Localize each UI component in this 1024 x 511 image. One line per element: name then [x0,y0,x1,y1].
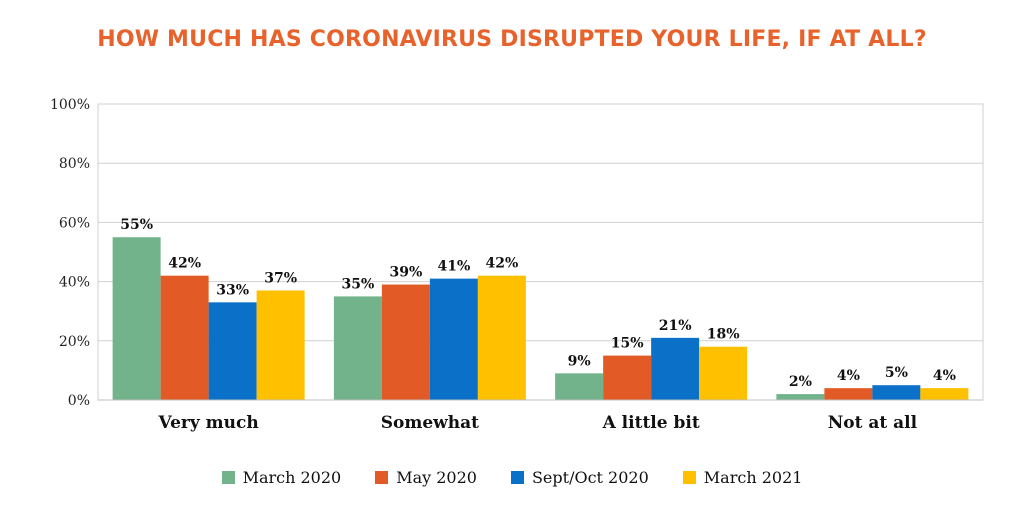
legend-label: March 2020 [242,468,342,487]
x-category-label: A little bit [602,413,700,433]
bar [381,284,430,400]
y-tick-label: 80% [59,156,90,172]
x-category-label: Not at all [828,413,918,433]
data-label: 39% [389,265,422,281]
data-label: 35% [341,276,374,292]
legend-swatch [682,471,696,484]
y-tick-label: 0% [68,393,90,409]
data-label: 42% [485,256,518,272]
data-label: 41% [437,259,470,275]
data-label: 37% [264,270,297,286]
bar [333,296,382,400]
legend-item: Sept/Oct 2020 [510,468,649,487]
bars [112,237,969,400]
legend-label: May 2020 [396,468,477,487]
bar [208,302,257,400]
legend-item: March 2021 [682,468,803,487]
data-label: 4% [837,368,860,384]
data-label: 2% [789,374,812,390]
bar [824,388,873,400]
bar [920,388,969,400]
bar [872,385,921,400]
legend-label: Sept/Oct 2020 [531,468,649,487]
legend-label: March 2021 [703,468,803,487]
bar [651,337,700,400]
data-label: 5% [885,365,908,381]
data-label: 15% [611,336,644,352]
y-tick-label: 40% [59,275,90,291]
data-label: 55% [120,217,153,233]
legend-swatch [510,471,524,484]
chart-title: HOW MUCH HAS CORONAVIRUS DISRUPTED YOUR … [97,27,927,52]
y-tick-label: 100% [50,97,90,113]
bar-chart: 0% 20% 40% 60% 80% 100% 55% 42% 33% 37% 35% 39% 41%… [50,97,984,433]
bar [555,373,604,400]
data-label: 18% [707,327,740,343]
bar [776,394,825,400]
data-labels: 55% 42% 33% 37% 35% 39% 41% 42% 9% 15% 21% 18% 2% 4% 5… [120,217,956,390]
data-label: 42% [168,256,201,272]
chart-legend: March 2020 May 2020 Sept/Oct 2020 March 202… [0,468,1024,487]
data-label: 33% [216,282,249,298]
bar [477,275,526,400]
y-tick-label: 20% [59,334,90,350]
bar [112,237,161,400]
legend-item: May 2020 [375,468,477,487]
bar [603,355,652,400]
x-category-label: Very much [157,413,258,433]
bar [160,275,209,400]
data-label: 9% [568,353,591,369]
legend-swatch [375,471,389,484]
data-label: 4% [933,368,956,384]
x-category-label: Somewhat [381,413,479,433]
bar [256,290,305,400]
y-tick-label: 60% [59,215,90,231]
bar [429,278,478,400]
legend-swatch [221,471,235,484]
x-axis: Very much Somewhat A little bit Not at all [98,399,983,433]
bar [699,346,748,400]
y-axis: 0% 20% 40% 60% 80% 100% [50,97,90,409]
legend-item: March 2020 [221,468,342,487]
data-label: 21% [659,318,692,334]
